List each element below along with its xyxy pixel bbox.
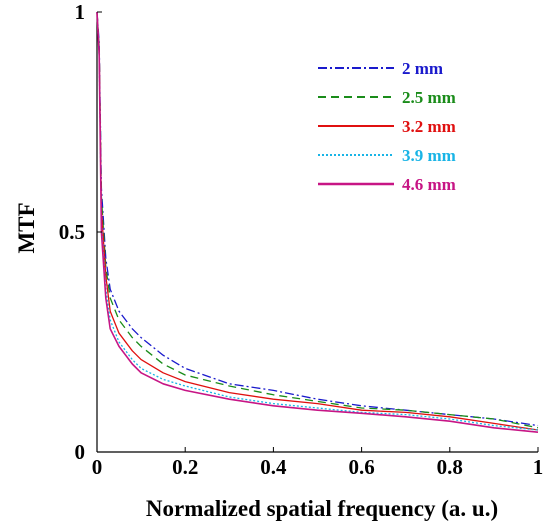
x-tick-label: 0.6: [348, 455, 374, 479]
legend-label: 2.5 mm: [402, 88, 456, 107]
x-tick-label: 0.4: [260, 455, 287, 479]
legend-label: 2 mm: [402, 59, 443, 78]
series-line-2-mm: [96, 11, 539, 427]
x-axis-title: Normalized spatial frequency (a. u.): [146, 496, 498, 521]
series-line-3_2-mm: [96, 11, 539, 431]
x-tick-label: 0: [92, 455, 103, 479]
legend-label: 4.6 mm: [402, 175, 456, 194]
legend-label: 3.9 mm: [402, 146, 456, 165]
series-line-2_5-mm: [96, 11, 539, 429]
y-tick-label: 0: [75, 440, 86, 464]
x-tick-label: 1: [533, 455, 544, 479]
y-tick-label: 0.5: [59, 220, 85, 244]
y-axis-title: MTF: [14, 202, 39, 253]
y-tick-label: 1: [75, 0, 86, 24]
series-line-3_9-mm: [96, 11, 539, 431]
x-tick-label: 0.8: [437, 455, 463, 479]
series-line-4_6-mm: [96, 11, 539, 433]
x-tick-label: 0.2: [172, 455, 198, 479]
legend-label: 3.2 mm: [402, 117, 456, 136]
